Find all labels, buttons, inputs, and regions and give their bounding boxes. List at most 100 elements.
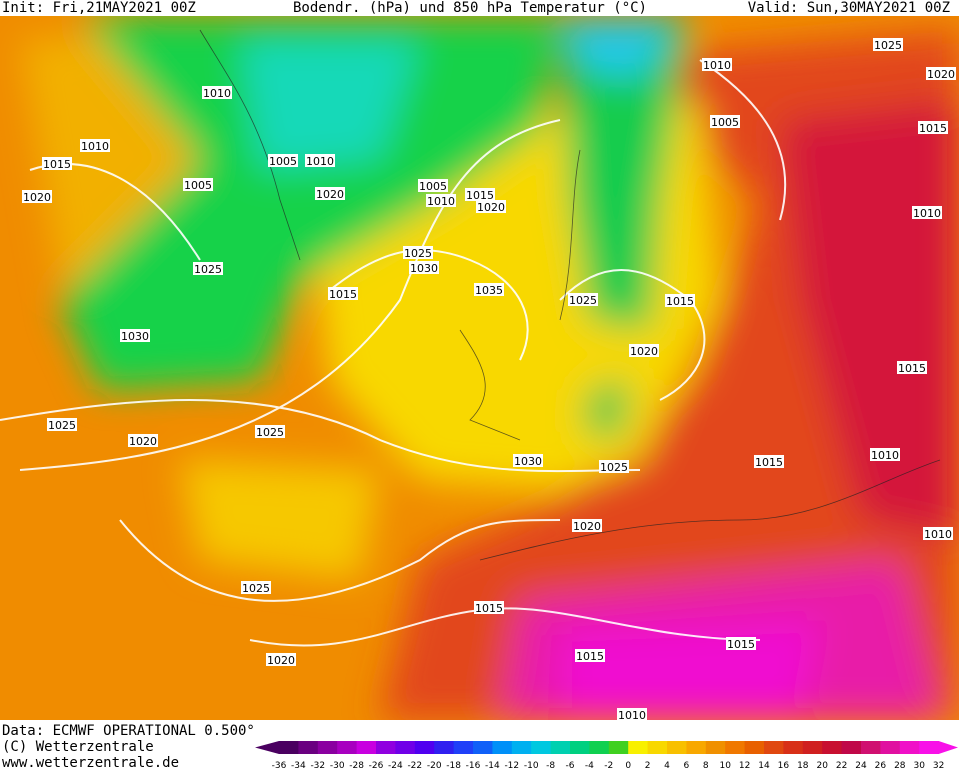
isobar-label-box bbox=[409, 261, 439, 274]
scale-label: 32 bbox=[933, 761, 944, 770]
isobar-label-box bbox=[426, 194, 456, 207]
isobar-label-box bbox=[328, 287, 358, 300]
isobar-label-box bbox=[305, 154, 335, 167]
isobar-label: 1015 bbox=[755, 456, 783, 469]
scale-label: -30 bbox=[330, 761, 345, 770]
isobar-label: 1010 bbox=[618, 709, 646, 722]
scale-label: 8 bbox=[703, 761, 709, 770]
isobar-label: 1015 bbox=[43, 158, 71, 171]
isobar-label: 1005 bbox=[184, 179, 212, 192]
scale-label: 16 bbox=[778, 761, 790, 770]
scale-label: 2 bbox=[645, 761, 651, 770]
scale-cell bbox=[822, 741, 843, 754]
scale-cell bbox=[531, 741, 552, 754]
scale-cell bbox=[705, 741, 726, 754]
isobar-label-box bbox=[241, 581, 271, 594]
scale-cell bbox=[434, 741, 455, 754]
isobar-label-box bbox=[403, 246, 433, 259]
scale-cell bbox=[356, 741, 377, 754]
scale-label: -20 bbox=[427, 761, 442, 770]
isobar-label: 1025 bbox=[48, 419, 76, 432]
isobar-label: 1010 bbox=[427, 195, 455, 208]
isobar-label-box bbox=[476, 200, 506, 213]
title: Bodendr. (hPa) und 850 hPa Temperatur (°… bbox=[293, 0, 647, 16]
scale-cell bbox=[473, 741, 493, 754]
scale-label: -12 bbox=[504, 761, 519, 770]
isobar-label: 1030 bbox=[121, 330, 149, 343]
isobar-label-box bbox=[665, 294, 695, 307]
scale-label: 24 bbox=[855, 761, 867, 770]
isobar-label-box bbox=[465, 188, 495, 201]
scale-label: -32 bbox=[310, 761, 325, 770]
isobar-label: 1025 bbox=[242, 582, 270, 595]
scale-arrow-right bbox=[938, 741, 958, 754]
valid-time: Valid: Sun,30MAY2021 00Z bbox=[748, 0, 950, 16]
isobar-label: 1005 bbox=[711, 116, 739, 129]
isobar-label: 1010 bbox=[913, 207, 941, 220]
isobar-label: 1030 bbox=[410, 262, 438, 275]
scale-cell bbox=[550, 741, 571, 754]
isobar-label: 1025 bbox=[600, 461, 628, 474]
isobar-label-box bbox=[418, 179, 448, 192]
isobar-label: 1015 bbox=[475, 602, 503, 615]
isobar-label: 1010 bbox=[871, 449, 899, 462]
isobar-label-box bbox=[897, 361, 927, 374]
isobar-label-box bbox=[183, 178, 213, 191]
isobar-label: 1010 bbox=[924, 528, 952, 541]
scale-cell bbox=[337, 741, 358, 754]
init-time: Init: Fri,21MAY2021 00Z bbox=[2, 0, 196, 16]
isobar-label-box bbox=[22, 190, 52, 203]
scale-label: 10 bbox=[719, 761, 731, 770]
scale-cell bbox=[570, 741, 590, 754]
isobar-label: 1025 bbox=[569, 294, 597, 307]
isobar-label: 1015 bbox=[666, 295, 694, 308]
scale-cell bbox=[453, 741, 474, 754]
scale-cell bbox=[744, 741, 765, 754]
isobar-label-box bbox=[120, 329, 150, 342]
isobar-label: 1010 bbox=[81, 140, 109, 153]
isobar-label-box bbox=[926, 67, 956, 80]
isobar-label: 1010 bbox=[306, 155, 334, 168]
isobar-label-box bbox=[870, 448, 900, 461]
isobar-label-box bbox=[617, 708, 647, 721]
scale-label: 6 bbox=[684, 761, 690, 770]
isobar-label: 1020 bbox=[129, 435, 157, 448]
scale-label: -18 bbox=[446, 761, 461, 770]
url: www.wetterzentrale.de bbox=[2, 755, 179, 770]
isobar-label: 1020 bbox=[316, 188, 344, 201]
header-bar bbox=[0, 0, 959, 16]
isobar-label-box bbox=[315, 187, 345, 200]
isobar-label-box bbox=[202, 86, 232, 99]
scale-label: -24 bbox=[388, 761, 403, 770]
isobar-label-box bbox=[266, 653, 296, 666]
scale-cell bbox=[647, 741, 668, 754]
scale-label: -4 bbox=[585, 761, 594, 770]
isobar-label: 1020 bbox=[630, 345, 658, 358]
isobar-label: 1015 bbox=[727, 638, 755, 651]
isobar-label: 1005 bbox=[269, 155, 297, 168]
scale-cell bbox=[802, 741, 823, 754]
isobar-label-box bbox=[918, 121, 948, 134]
color-scale: -36 -34 -32 -30 -28 -26 -24 -22 -20 -18 -16 -14 -12-… bbox=[255, 741, 958, 770]
isobar-label-box bbox=[923, 527, 953, 540]
scale-cell bbox=[279, 741, 299, 754]
scale-label: -6 bbox=[566, 761, 575, 770]
scale-label: -16 bbox=[466, 761, 481, 770]
scale-cell bbox=[376, 741, 396, 754]
isobar-label: 1010 bbox=[203, 87, 231, 100]
scale-cell bbox=[841, 741, 862, 754]
scale-label: 30 bbox=[913, 761, 925, 770]
isobar-label-box bbox=[80, 139, 110, 152]
map bbox=[0, 16, 959, 720]
isobar-label: 1010 bbox=[703, 59, 731, 72]
scale-cell bbox=[880, 741, 901, 754]
scale-cell bbox=[667, 741, 687, 754]
scale-label: 26 bbox=[875, 761, 887, 770]
isobar-label-box bbox=[474, 283, 504, 296]
isobar-label: 1035 bbox=[475, 284, 503, 297]
isobar-label-box bbox=[754, 455, 784, 468]
scale-label: 20 bbox=[816, 761, 828, 770]
scale-label: -34 bbox=[291, 761, 306, 770]
scale-cell bbox=[783, 741, 804, 754]
isobar-label-box bbox=[42, 157, 72, 170]
